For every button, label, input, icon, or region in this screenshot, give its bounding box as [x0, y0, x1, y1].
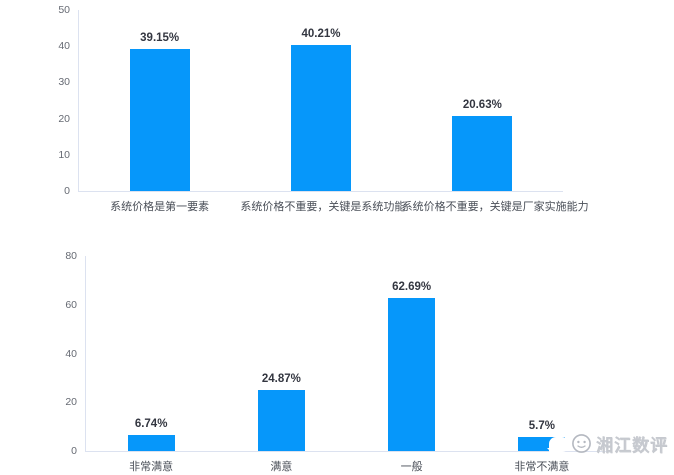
bar — [452, 116, 513, 191]
y-axis-ticks: 0 10 20 30 40 50 — [33, 4, 79, 197]
y-axis-ticks: 0 20 40 60 80 — [40, 250, 86, 457]
y-tick-label: 0 — [64, 185, 70, 197]
x-category-label: 系统价格不重要，关键是厂家实施能力 — [401, 201, 589, 213]
bar-value-label: 6.74% — [134, 417, 168, 430]
bar-value-label: 5.7% — [528, 420, 555, 433]
bar-value-label: 40.21% — [301, 28, 341, 41]
y-tick-label: 20 — [65, 396, 77, 409]
x-category-label: 非常满意 — [129, 461, 174, 473]
watermark-text: 湘江数评 — [596, 435, 668, 455]
xiangjiang-logo-icon — [572, 433, 591, 453]
bar-value-label: 62.69% — [392, 281, 432, 294]
plot-area-satisfaction: 0 20 40 60 80 6.74% 24.87% 62.69% 5.7% 非常满意 满意 一般… — [65, 250, 607, 473]
x-axis-labels: 系统价格是第一要素 系统价格不重要，关键是系统功能 系统价格不重要，关键是厂家实施能… — [79, 191, 589, 215]
watermark: 湘江数评 — [547, 427, 668, 459]
bars-container: 39.15% 40.21% 20.63% — [79, 10, 563, 191]
x-category-label: 非常不满意 — [514, 461, 570, 473]
y-tick-label: 20 — [58, 112, 70, 125]
bars-container: 6.74% 24.87% 62.69% 5.7% — [86, 256, 607, 451]
bar — [129, 49, 190, 191]
y-tick-label: 40 — [65, 347, 77, 360]
bar — [291, 45, 351, 191]
x-category-label: 系统价格是第一要素 — [110, 201, 210, 213]
bar-value-label: 39.15% — [140, 32, 180, 45]
speech-bubble-icon — [547, 436, 569, 455]
x-category-label: 系统价格不重要，关键是系统功能 — [240, 201, 406, 213]
bar-value-label: 24.87% — [261, 373, 301, 386]
y-tick-label: 40 — [58, 40, 70, 53]
y-tick-label: 30 — [58, 76, 70, 89]
x-category-label: 一般 — [400, 461, 423, 473]
bar — [127, 434, 175, 451]
bar — [388, 298, 436, 451]
y-tick-label: 0 — [71, 445, 77, 457]
x-category-label: 满意 — [270, 461, 293, 473]
x-axis-labels: 非常满意 满意 一般 非常不满意 — [86, 451, 607, 475]
y-tick-label: 50 — [58, 4, 70, 16]
bar — [257, 390, 305, 451]
y-tick-label: 10 — [58, 148, 70, 161]
y-tick-label: 80 — [65, 250, 77, 262]
y-tick-label: 60 — [65, 298, 77, 311]
plot-area-price-importance: 0 10 20 30 40 50 39.15% 40.21% 20.63% 系统价格是第一要素… — [58, 4, 588, 213]
bar-value-label: 20.63% — [462, 99, 502, 112]
